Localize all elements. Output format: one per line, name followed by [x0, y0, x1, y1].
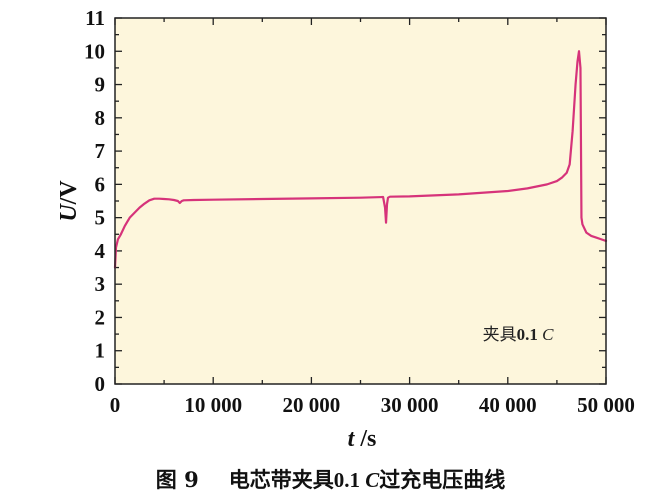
x-tick-label: 40 000 [479, 393, 537, 417]
y-tick-label: 2 [95, 305, 106, 329]
figure-number: 图 9 [155, 467, 199, 492]
x-axis-tick-labels: 0 10 000 20 000 30 000 40 000 50 000 [110, 393, 635, 417]
x-tick-label: 20 000 [283, 393, 341, 417]
y-tick-label: 0 [95, 372, 106, 396]
y-tick-label: 3 [95, 272, 106, 296]
x-tick-label: 50 000 [577, 393, 635, 417]
figure-caption: 图 9 电芯带夹具0.1 C过充电压曲线 [0, 464, 661, 494]
y-tick-label: 7 [95, 139, 106, 163]
x-axis-label: t /s [348, 426, 377, 452]
plot-frame [114, 17, 607, 385]
series-line [113, 50, 608, 269]
y-tick-label: 10 [84, 39, 105, 63]
caption-text: 电芯带夹具0.1 C过充电压曲线 [228, 467, 506, 492]
x-tick-label: 10 000 [184, 393, 242, 417]
y-tick-label: 9 [95, 73, 106, 97]
y-tick-label: 6 [95, 172, 106, 196]
y-tick-label: 5 [95, 206, 106, 230]
y-axis-tick-labels: 0 1 2 3 4 5 6 7 8 9 10 11 [84, 6, 106, 396]
y-axis-label: U/V [56, 180, 82, 222]
y-tick-label: 4 [95, 239, 106, 263]
y-tick-label: 8 [95, 106, 106, 130]
x-tick-label: 30 000 [381, 393, 439, 417]
x-tick-label: 0 [110, 393, 121, 417]
legend-label: 夹具0.1 C [483, 325, 555, 345]
y-tick-label: 11 [85, 6, 105, 30]
y-tick-label: 1 [95, 339, 106, 363]
